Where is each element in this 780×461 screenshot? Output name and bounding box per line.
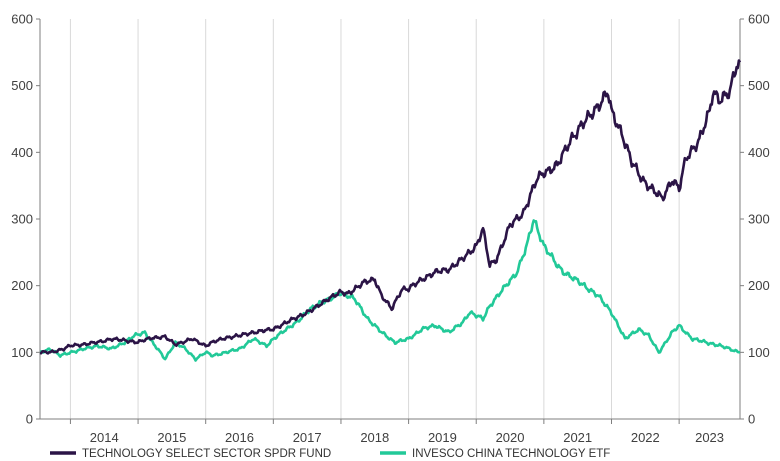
legend-label-2: INVESCO CHINA TECHNOLOGY ETF	[412, 448, 610, 460]
x-tick-label-2022: 2022	[631, 430, 660, 445]
y-tick-label-left-600: 600	[11, 12, 33, 27]
y-tick-label-left-400: 400	[11, 145, 33, 160]
y-tick-label-right-600: 600	[748, 12, 770, 27]
x-tick-label-2015: 2015	[157, 430, 186, 445]
x-tick-label-2019: 2019	[428, 430, 457, 445]
y-tick-label-right-200: 200	[748, 278, 770, 293]
legend: TECHNOLOGY SELECT SECTOR SPDR FUND INVESC…	[50, 448, 610, 460]
y-tick-label-left-100: 100	[11, 345, 33, 360]
y-tick-label-left-200: 200	[11, 278, 33, 293]
tick-labels: 2014 2015 2016 2017 2018 2019 2020 2021 2022 2023…	[11, 12, 769, 446]
y-tick-label-left-0: 0	[26, 412, 33, 427]
y-tick-label-right-300: 300	[748, 212, 770, 227]
grid-lines	[69, 19, 680, 419]
series-line-1	[39, 59, 742, 355]
y-tick-label-left-300: 300	[11, 212, 33, 227]
x-tick-label-2023: 2023	[695, 430, 724, 445]
series-line-2	[39, 219, 741, 362]
x-tick-label-2016: 2016	[225, 430, 254, 445]
y-tick-label-right-0: 0	[748, 412, 755, 427]
series-layer	[39, 59, 742, 362]
y-tick-label-right-100: 100	[748, 345, 770, 360]
x-tick-label-2020: 2020	[496, 430, 525, 445]
legend-label-1: TECHNOLOGY SELECT SECTOR SPDR FUND	[82, 448, 331, 460]
x-tick-label-2017: 2017	[293, 430, 322, 445]
axes	[36, 18, 744, 424]
y-tick-label-right-400: 400	[748, 145, 770, 160]
y-tick-label-right-500: 500	[748, 78, 770, 93]
x-tick-label-2014: 2014	[90, 430, 119, 445]
x-tick-label-2021: 2021	[563, 430, 592, 445]
y-tick-label-left-500: 500	[11, 78, 33, 93]
x-tick-label-2018: 2018	[360, 430, 389, 445]
